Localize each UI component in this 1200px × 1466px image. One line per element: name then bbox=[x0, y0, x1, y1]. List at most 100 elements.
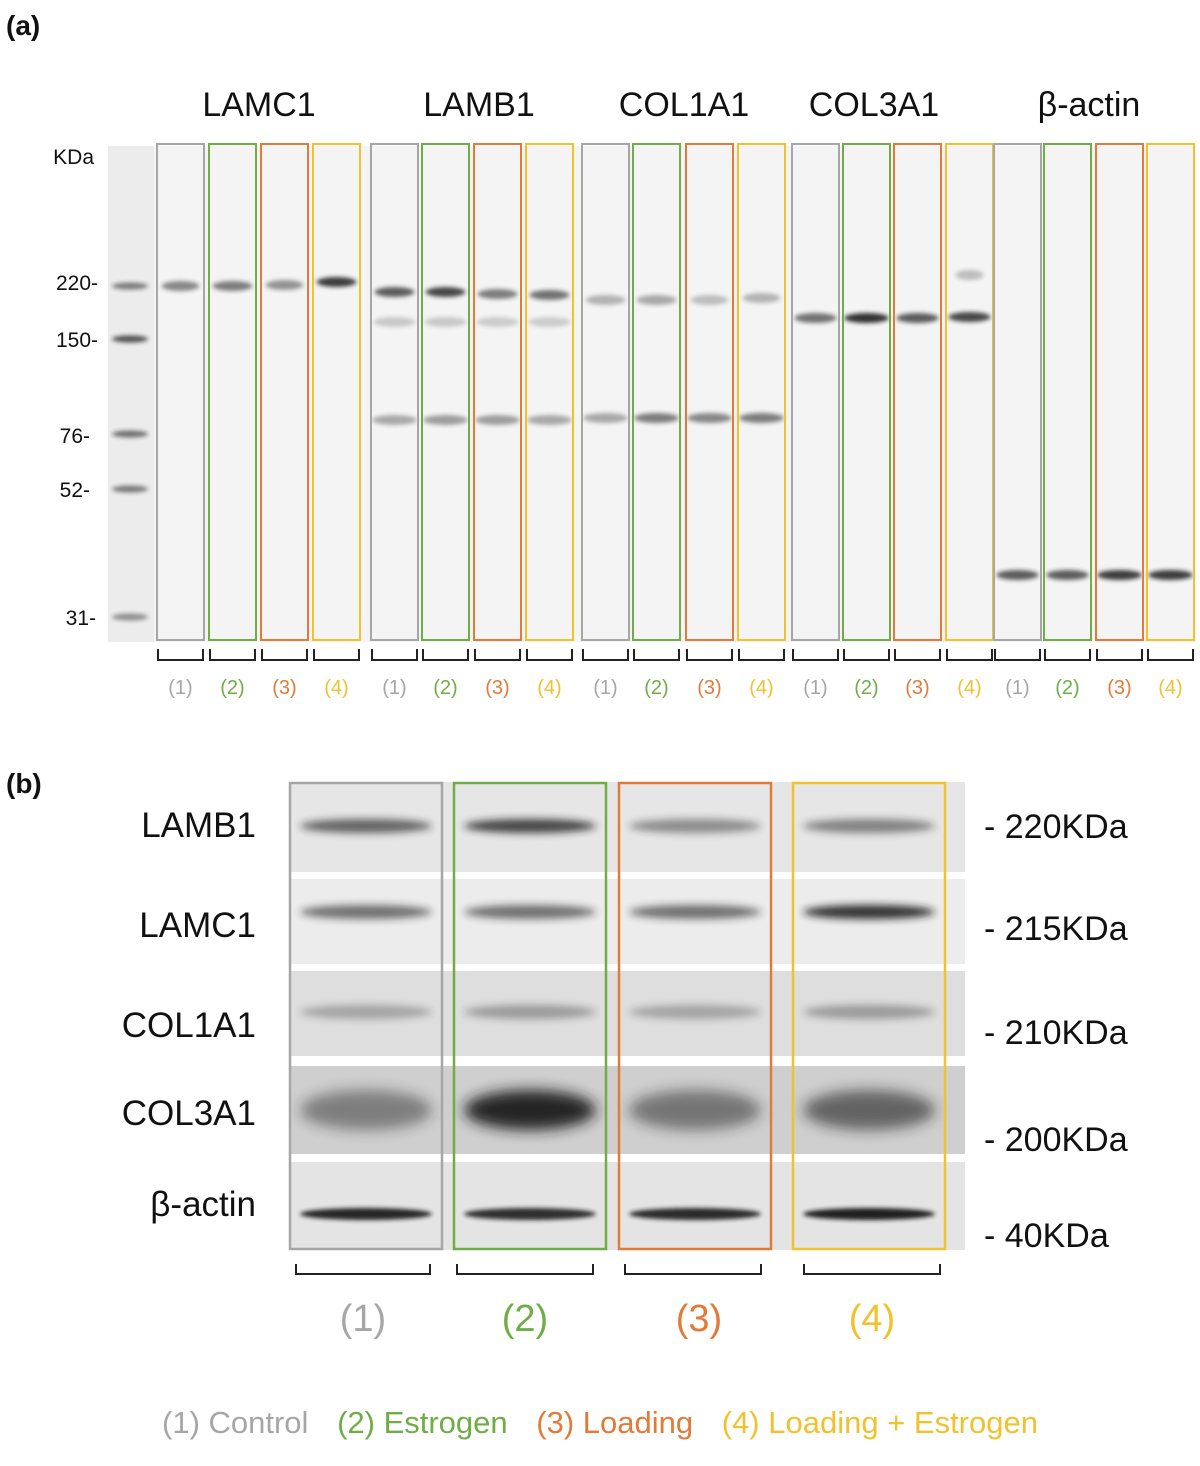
lane-bracket bbox=[1096, 649, 1143, 661]
lane-box-3 bbox=[1095, 143, 1144, 641]
group-box-1 bbox=[288, 781, 444, 1251]
marker-31: 31- bbox=[65, 607, 96, 630]
band-b bbox=[464, 1005, 596, 1019]
band-a bbox=[527, 415, 572, 425]
group-label-4: (4) bbox=[848, 1298, 896, 1340]
group-bracket bbox=[295, 1264, 431, 1275]
lane-bracket bbox=[843, 649, 890, 661]
group-bracket bbox=[456, 1264, 594, 1275]
band-a bbox=[1097, 570, 1142, 580]
lane-number-4: (4) bbox=[324, 677, 349, 699]
band-a bbox=[742, 293, 781, 303]
band-b bbox=[464, 1090, 596, 1130]
band-b bbox=[803, 819, 935, 833]
lane-box-3 bbox=[893, 143, 942, 641]
band-a bbox=[528, 317, 571, 327]
band-a bbox=[265, 280, 304, 290]
ladder-band bbox=[112, 485, 148, 493]
group-bracket bbox=[624, 1264, 762, 1275]
band-b bbox=[629, 1005, 761, 1019]
lane-bracket bbox=[526, 649, 573, 661]
row-label-col1a1: COL1A1 bbox=[121, 1006, 256, 1045]
band-a bbox=[583, 413, 628, 423]
band-a bbox=[739, 413, 784, 423]
band-a bbox=[585, 295, 626, 305]
band-b bbox=[803, 1005, 935, 1019]
band-a bbox=[1148, 570, 1193, 580]
lane-bracket bbox=[946, 649, 993, 661]
strip-gap bbox=[290, 872, 965, 879]
band-b bbox=[629, 905, 761, 919]
lane-box-2 bbox=[1043, 143, 1092, 641]
lane-number-3: (3) bbox=[697, 677, 722, 699]
lane-number-2: (2) bbox=[854, 677, 879, 699]
marker-150: 150- bbox=[55, 329, 98, 352]
lane-box-1 bbox=[791, 143, 840, 641]
lane-number-3: (3) bbox=[905, 677, 930, 699]
band-a bbox=[1046, 570, 1089, 580]
lane-bracket bbox=[633, 649, 680, 661]
band-b bbox=[300, 905, 432, 919]
lane-box-2 bbox=[842, 143, 891, 641]
lane-number-4: (4) bbox=[957, 677, 982, 699]
lane-bracket bbox=[209, 649, 256, 661]
band-b bbox=[300, 819, 432, 833]
lane-box-1 bbox=[993, 143, 1042, 641]
band-b bbox=[464, 819, 596, 833]
legend: (1) Control (2) Estrogen (3) Loading (4)… bbox=[0, 1405, 1200, 1441]
lane-box-1 bbox=[370, 143, 419, 641]
lane-bracket bbox=[994, 649, 1041, 661]
panel-a-label: (a) bbox=[6, 10, 41, 41]
lane-bracket bbox=[686, 649, 733, 661]
lane-bracket bbox=[261, 649, 308, 661]
row-label-beta-actin: β-actin bbox=[150, 1185, 256, 1224]
lane-bracket bbox=[738, 649, 785, 661]
membrane-a bbox=[108, 146, 1196, 642]
mw-label-lamb1: - 220KDa bbox=[984, 808, 1128, 846]
lane-bracket bbox=[371, 649, 418, 661]
protein-title-col1a1: COL1A1 bbox=[618, 86, 750, 124]
protein-title-col3a1: COL3A1 bbox=[808, 86, 940, 124]
band-b bbox=[629, 1090, 761, 1130]
lane-number-1: (1) bbox=[168, 677, 193, 699]
lane-number-2: (2) bbox=[644, 677, 669, 699]
band-a bbox=[996, 570, 1039, 580]
lane-box-4 bbox=[1146, 143, 1195, 641]
strip-gap bbox=[290, 1154, 965, 1161]
blot-strip bbox=[290, 1162, 965, 1250]
group-label-2: (2) bbox=[501, 1298, 549, 1340]
group-label-3: (3) bbox=[675, 1298, 723, 1340]
protein-title-lamb1: LAMB1 bbox=[423, 86, 535, 124]
ladder-lane bbox=[108, 146, 154, 642]
ladder-band bbox=[112, 430, 148, 438]
band-b bbox=[464, 1208, 596, 1220]
band-a bbox=[690, 295, 729, 305]
band-b bbox=[629, 1208, 761, 1220]
band-a bbox=[844, 313, 889, 323]
band-b bbox=[803, 905, 935, 919]
lane-number-1: (1) bbox=[593, 677, 618, 699]
row-label-col3a1: COL3A1 bbox=[121, 1094, 256, 1133]
band-a bbox=[316, 277, 357, 287]
band-a bbox=[896, 313, 939, 323]
lane-box-4 bbox=[525, 143, 574, 641]
band-a bbox=[423, 415, 468, 425]
lane-number-2: (2) bbox=[220, 677, 245, 699]
mw-label-lamc1: - 215KDa bbox=[984, 910, 1128, 948]
group-box-2 bbox=[452, 781, 608, 1251]
marker-52: 52- bbox=[59, 479, 90, 502]
band-a bbox=[425, 287, 466, 297]
mw-label-col1a1: - 210KDa bbox=[984, 1014, 1128, 1052]
legend-loading-estrogen: (4) Loading + Estrogen bbox=[721, 1405, 1038, 1440]
lane-bracket bbox=[157, 649, 204, 661]
band-a bbox=[529, 290, 570, 300]
strip-gap bbox=[290, 1056, 965, 1063]
strip-gap bbox=[290, 964, 965, 971]
band-a bbox=[424, 317, 467, 327]
lane-box-2 bbox=[208, 143, 257, 641]
lane-number-2: (2) bbox=[433, 677, 458, 699]
lane-bracket bbox=[582, 649, 629, 661]
row-label-lamb1: LAMB1 bbox=[141, 806, 256, 845]
band-a bbox=[372, 415, 417, 425]
